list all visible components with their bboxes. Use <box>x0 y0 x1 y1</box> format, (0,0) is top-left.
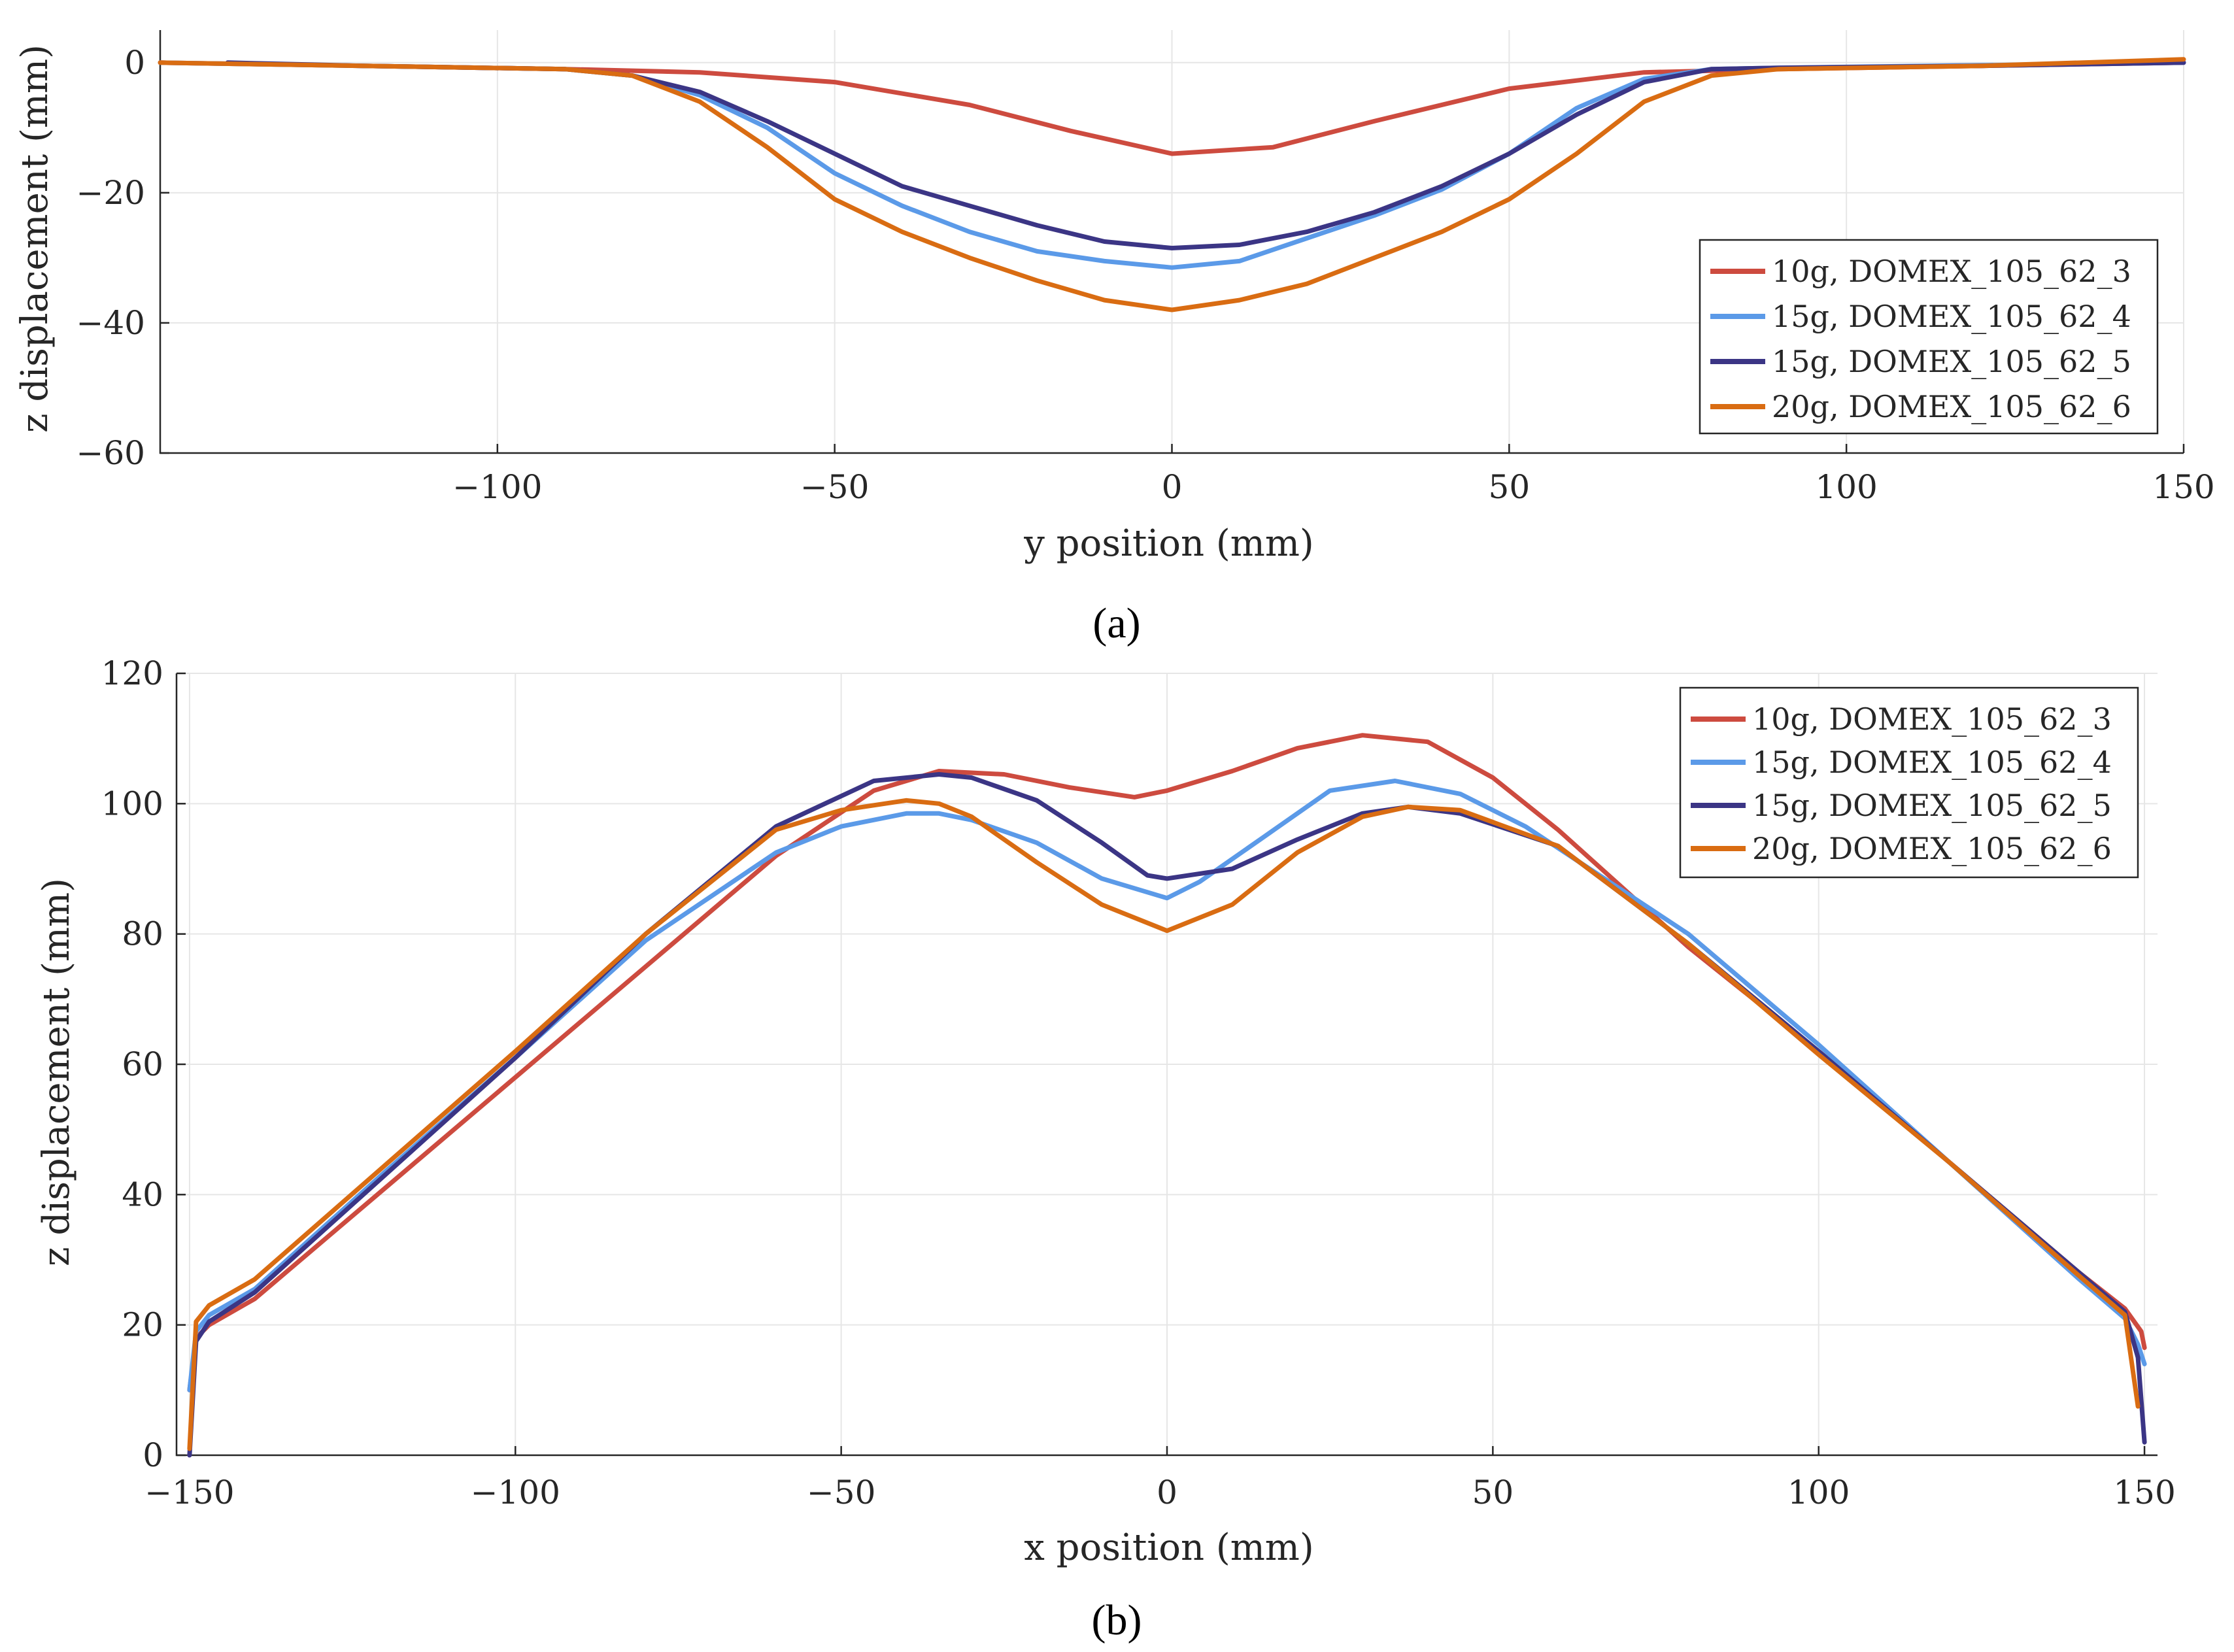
x-tick-label-b-5: 100 <box>1787 1474 1850 1511</box>
y-tick-label-a-1: −20 <box>76 174 145 212</box>
x-tick-label-a-1: −50 <box>800 468 870 506</box>
x-tick-label-b-0: −150 <box>144 1474 234 1511</box>
legend-entry-a-3: 20g, DOMEX_105_62_6 <box>1772 389 2131 424</box>
x-tick-label-a-5: 150 <box>2152 468 2214 506</box>
legend-b: 10g, DOMEX_105_62_3 15g, DOMEX_105_62_4 15… <box>1679 686 2139 879</box>
x-tick-label-b-4: 50 <box>1472 1474 1514 1511</box>
legend-entry-b-2: 15g, DOMEX_105_62_5 <box>1752 788 2112 823</box>
y-tick-label-a-0: 0 <box>124 44 145 82</box>
y-tick-label-b-1: 20 <box>122 1306 163 1344</box>
y-axis-label-a: z displacement (mm) <box>14 44 56 433</box>
legend-entry-b-1: 15g, DOMEX_105_62_4 <box>1752 745 2112 780</box>
y-tick-label-b-2: 40 <box>122 1175 163 1213</box>
x-tick-label-a-4: 100 <box>1815 468 1877 506</box>
legend-entry-b-0: 10g, DOMEX_105_62_3 <box>1752 701 2112 737</box>
legend-entry-a-1: 15g, DOMEX_105_62_4 <box>1772 299 2131 334</box>
y-tick-label-b-6: 120 <box>101 654 163 692</box>
ticks-b: −150 −100 −50 0 50 100 150 0 20 40 60 80 100 120 <box>101 654 2176 1511</box>
x-tick-label-a-0: −100 <box>452 468 542 506</box>
legend-entry-b-3: 20g, DOMEX_105_62_6 <box>1752 831 2112 866</box>
x-axis-label-b: x position (mm) <box>1024 1526 1314 1569</box>
legend-entry-a-0: 10g, DOMEX_105_62_3 <box>1772 254 2131 289</box>
y-tick-label-b-4: 80 <box>122 915 163 953</box>
x-tick-label-b-2: −50 <box>807 1474 876 1511</box>
y-tick-label-b-0: 0 <box>143 1436 163 1474</box>
series-line-a-2 <box>225 60 2186 250</box>
series-line-b-3 <box>187 798 2141 1451</box>
y-tick-label-a-2: −40 <box>76 304 145 342</box>
x-tick-label-b-1: −100 <box>471 1474 560 1511</box>
y-tick-label-a-3: −60 <box>76 434 145 472</box>
series-line-a-3 <box>158 57 2186 312</box>
x-tick-label-b-3: 0 <box>1157 1474 1177 1511</box>
panel-label-a: (a) <box>1092 599 1140 647</box>
x-tick-label-a-2: 0 <box>1162 468 1183 506</box>
legend-a: 10g, DOMEX_105_62_3 15g, DOMEX_105_62_4 15… <box>1699 239 2159 435</box>
x-tick-label-b-6: 150 <box>2113 1474 2175 1511</box>
axis-labels-b: x position (mm) z displacement (mm) <box>35 878 1314 1569</box>
legend-box-a <box>1699 239 2159 435</box>
series-b <box>187 733 2147 1458</box>
x-axis-label-a: y position (mm) <box>1023 522 1314 565</box>
chart-panel-a: −100 −50 0 50 100 150 0 −20 −40 −60 y position (m… <box>14 30 2215 647</box>
y-tick-label-b-3: 60 <box>122 1045 163 1083</box>
y-axis-label-b: z displacement (mm) <box>35 878 78 1266</box>
panel-label-b: (b) <box>1092 1596 1142 1644</box>
legend-box-b <box>1679 686 2139 879</box>
series-a <box>158 57 2186 312</box>
ticks-a: −100 −50 0 50 100 150 0 −20 −40 −60 <box>76 44 2214 506</box>
legend-entry-a-2: 15g, DOMEX_105_62_5 <box>1772 344 2131 379</box>
chart-panel-b: −150 −100 −50 0 50 100 150 0 20 40 60 80 100 120 x po… <box>35 654 2176 1644</box>
y-tick-label-b-5: 100 <box>101 784 163 822</box>
x-tick-label-a-3: 50 <box>1489 468 1531 506</box>
axis-labels-a: y position (mm) z displacement (mm) <box>14 44 1314 565</box>
